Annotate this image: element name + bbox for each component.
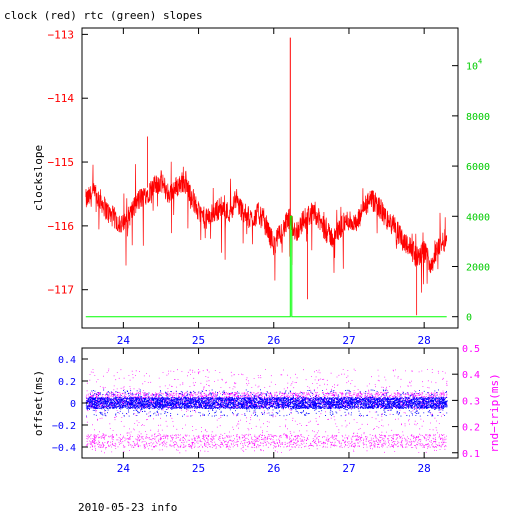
chart-title: clock (red) rtc (green) slopes [4,9,203,22]
bottom-y-tick-label: 0.4 [58,355,76,366]
top-x-tick-label: 27 [342,334,355,347]
top-y2-tick-label: 8000 [466,112,490,123]
bottom-y2-tick-label: 0.2 [462,423,480,434]
bottom-y2-tick-label: 0.3 [462,396,480,407]
top-x-tick-label: 28 [418,334,431,347]
bottom-y-tick-label: −0.4 [52,443,76,454]
top-y-axis-label: clockslope [32,145,45,211]
bottom-x-tick-label: 25 [192,462,205,475]
offset-points [85,389,448,417]
round-trip-points [85,368,448,454]
bottom-y-tick-label: −0.2 [52,421,76,432]
top-y-tick-label: −116 [48,220,75,233]
top-x-tick-label: 26 [267,334,280,347]
rtc-slope-series [85,215,447,318]
top-y-tick-label: −117 [48,284,75,297]
top-x-tick-label: 25 [192,334,205,347]
bottom-y2-tick-label: 0.4 [462,370,480,381]
top-y-tick-label: −115 [48,156,75,169]
top-y2-top-label: 10 [466,62,478,73]
top-y2-top-label-exp: 4 [478,58,482,66]
footer-date: 2010-05-23 info [78,501,178,514]
top-panel: −113 −114 −115 −116 −117 0 2000 4000 6000 8000 104… [32,27,490,347]
bottom-x-tick-label: 28 [418,462,431,475]
top-plot-frame [81,27,459,329]
bottom-y2-tick-label: 0.1 [462,449,480,460]
bottom-y-tick-label: 0.2 [58,377,76,388]
top-y-tick-label: −113 [48,28,75,41]
bottom-y2-axis-label: rnd−trip(ms) [488,373,501,452]
top-y2-tick-label: 4000 [466,212,490,223]
bottom-x-tick-label: 27 [342,462,355,475]
bottom-y-tick-label: 0 [70,399,76,410]
bottom-y2-tick-label: 0.5 [462,344,480,355]
bottom-x-tick-label: 26 [267,462,280,475]
top-y2-tick-label: 6000 [466,162,490,173]
top-y2-tick-label: 0 [466,313,472,324]
clock-slope-series [85,161,448,293]
bottom-y-axis-label: offset(ms) [32,370,45,436]
top-y2-tick-label: 2000 [466,262,490,273]
top-x-tick-label: 24 [117,334,131,347]
bottom-x-tick-label: 24 [117,462,131,475]
bottom-panel: 0.4 0.2 0 −0.2 −0.4 0.5 0.4 0.3 0.2 0.1 24 25 26 27 28… [32,344,501,475]
top-y-tick-label: −114 [48,92,75,105]
